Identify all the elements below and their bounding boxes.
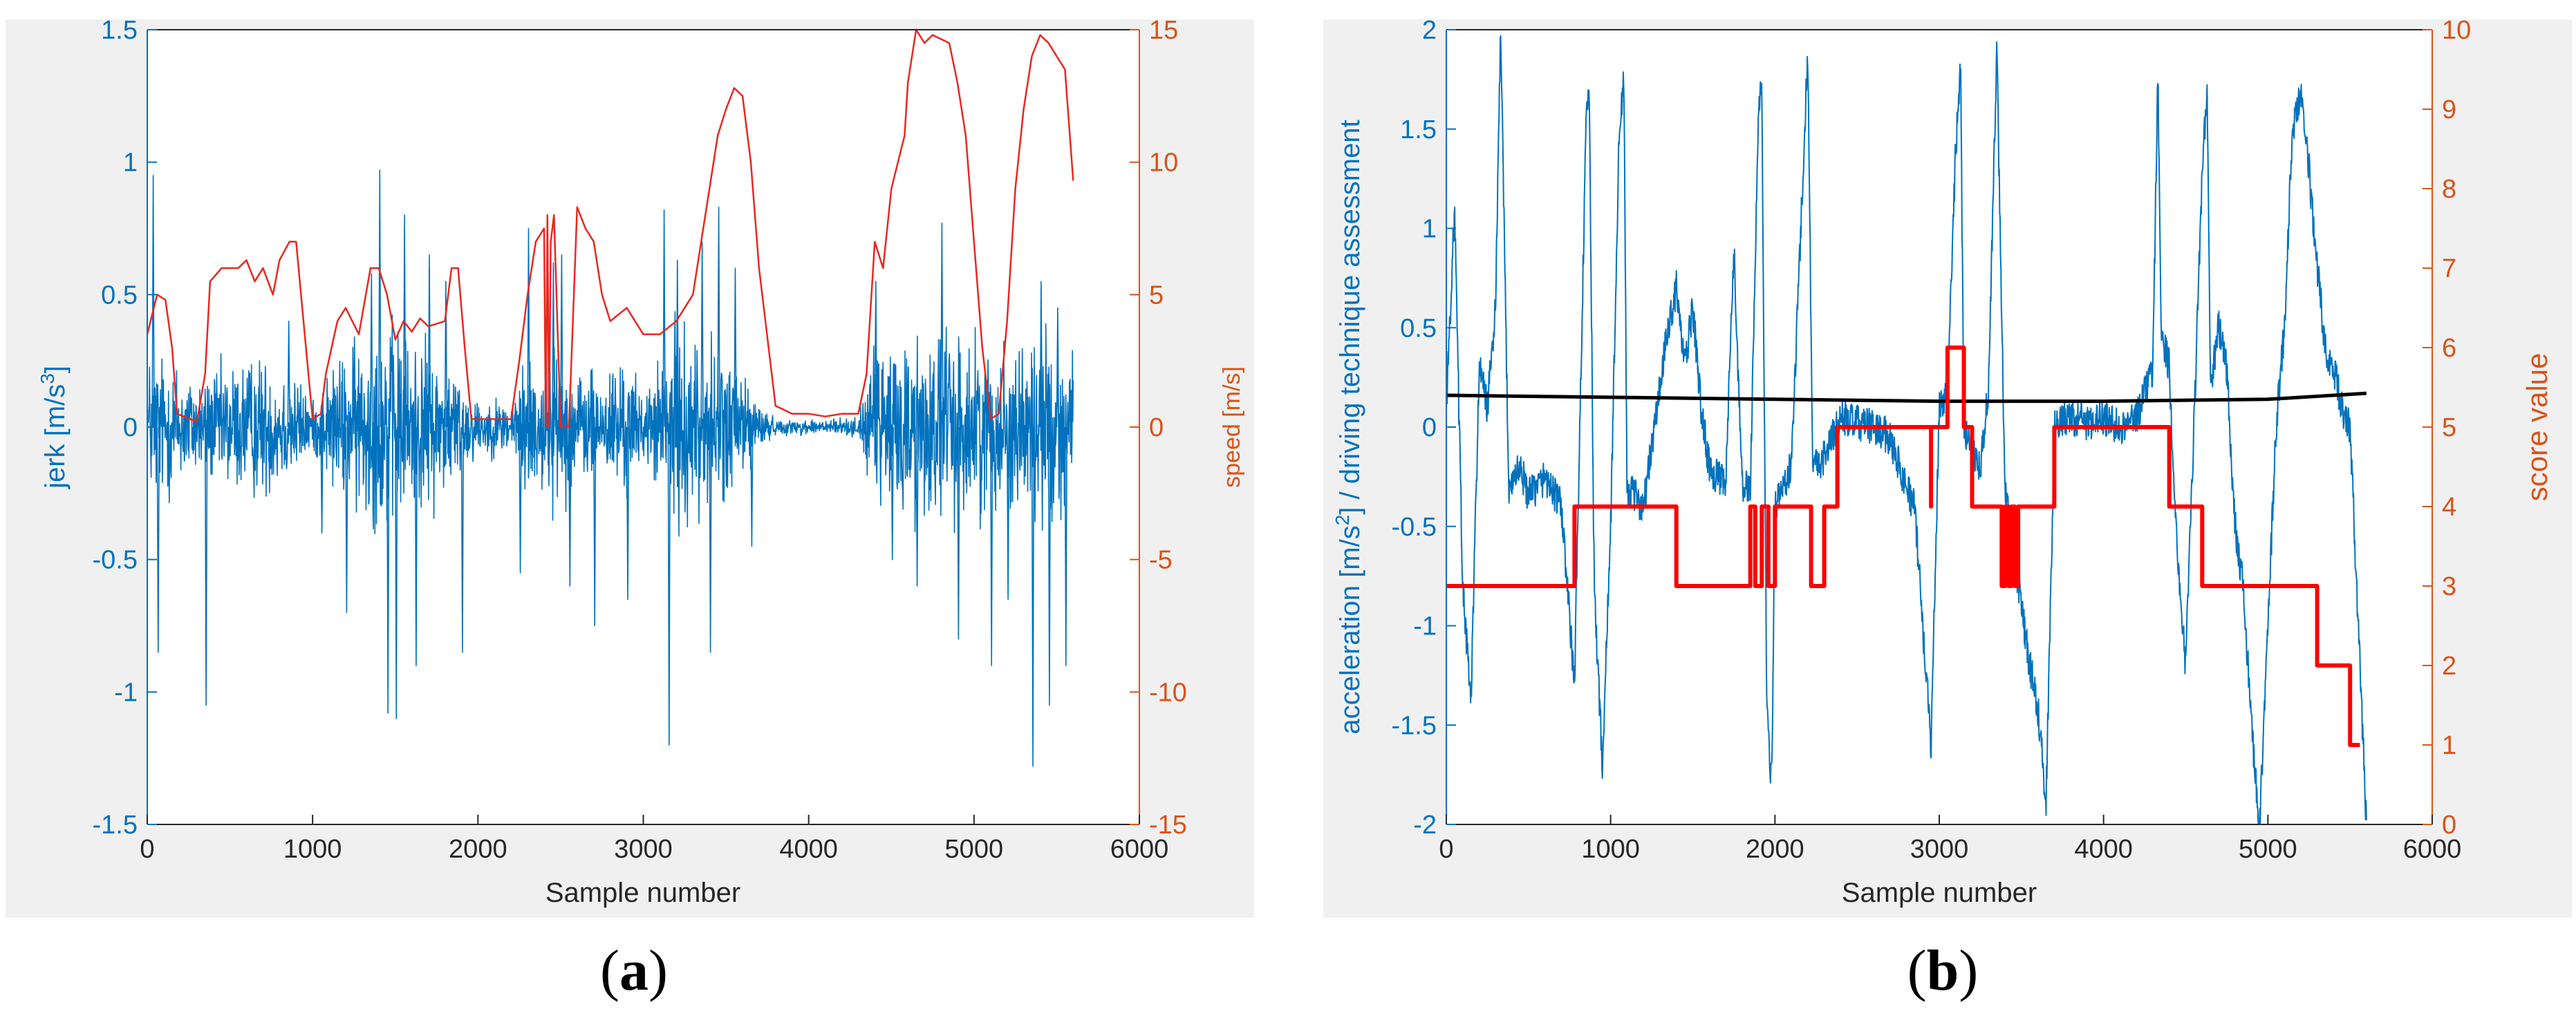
y-tick-label-right: 10 xyxy=(2442,19,2471,45)
y-tick-label-right: 10 xyxy=(1149,149,1178,178)
y-tick-label-right: 2 xyxy=(2442,652,2456,681)
x-tick-label: 1000 xyxy=(1581,835,1640,864)
y-label-left-a-sup: 3 xyxy=(37,373,58,384)
y-label-left-a-post: ] xyxy=(40,366,71,373)
caption-a-label: a xyxy=(619,938,648,1003)
chart-panel-a: 0 1000 2000 3000 4000 5000 6000 1.5 1 0.5 0 -0.5 -1 -… xyxy=(6,19,1254,918)
series-line-score-value xyxy=(1446,346,2360,747)
x-tick-label: 3000 xyxy=(614,835,673,864)
caption-a: (a) xyxy=(600,938,668,1003)
x-tick-label: 4000 xyxy=(779,835,838,864)
y-tick-label-right: -10 xyxy=(1149,678,1187,707)
y-tick-label-left: -1 xyxy=(114,678,138,707)
caption-b-label: b xyxy=(1926,938,1959,1003)
y-tick-label-right: 3 xyxy=(2442,572,2456,601)
y-tick-label-right: 15 xyxy=(1149,19,1178,45)
y-tick-label-left: 1.5 xyxy=(1400,115,1437,144)
y-tick-label-right: 4 xyxy=(2442,493,2456,522)
y-tick-label-right: 8 xyxy=(2442,175,2456,204)
x-tick-label: 6000 xyxy=(2403,835,2462,864)
y-tick-label-left: -2 xyxy=(1413,811,1437,840)
y-tick-label-right: 6 xyxy=(2442,334,2456,363)
y-tick-label-right: 5 xyxy=(2442,413,2456,442)
y-label-left-b-sup: 2 xyxy=(1332,515,1353,526)
chart-panel-b: 0 1000 2000 3000 4000 5000 6000 2 1.5 1 0.5 0 -0.5 -1… xyxy=(1323,19,2572,918)
caption-b: (b) xyxy=(1907,938,1979,1003)
y-tick-label-left: 0.5 xyxy=(101,281,138,310)
chart-a-svg: 0 1000 2000 3000 4000 5000 6000 1.5 1 0.5 0 -0.5 -1 -… xyxy=(37,19,1246,908)
y-tick-label-right: 5 xyxy=(1149,281,1164,310)
x-tick-label: 5000 xyxy=(2239,835,2297,864)
y-tick-label-right: -5 xyxy=(1149,546,1173,575)
series-line-speed xyxy=(146,28,1074,428)
y-axis-label-right-a: speed [m/s] xyxy=(1219,366,1245,488)
y-tick-label-left: -1.5 xyxy=(93,811,138,840)
x-tick-label: 1000 xyxy=(283,835,342,864)
y-tick-label-left: -1 xyxy=(1413,612,1437,641)
y-tick-label-right: 0 xyxy=(2442,811,2456,840)
y-tick-label-right: 7 xyxy=(2442,254,2456,283)
y-axis-label-left-a: jerk [m/s3] xyxy=(37,366,71,489)
y-tick-label-right: 1 xyxy=(2442,731,2456,760)
chart-b-svg: 0 1000 2000 3000 4000 5000 6000 2 1.5 1 0.5 0 -0.5 -1… xyxy=(1332,19,2554,908)
x-tick-label: 6000 xyxy=(1110,835,1169,864)
y-tick-label-left: 1 xyxy=(1422,215,1437,244)
y-label-left-b-post: ] / driving technique assessment xyxy=(1335,120,1365,514)
y-tick-label-right: -15 xyxy=(1149,811,1187,840)
y-tick-label-left: 2 xyxy=(1422,19,1437,45)
y-label-left-a-pre: jerk [m/s xyxy=(40,384,71,489)
y-tick-label-left: 1 xyxy=(123,149,138,178)
y-tick-label-left: 0 xyxy=(1422,413,1437,442)
x-axis-label-a: Sample number xyxy=(545,878,740,908)
series-line-acceleration xyxy=(1446,35,2367,825)
y-tick-label-right: 9 xyxy=(2442,95,2456,124)
x-tick-label: 2000 xyxy=(1746,835,1804,864)
y-tick-label-left: 1.5 xyxy=(101,19,138,45)
x-tick-label: 0 xyxy=(140,835,154,864)
y-tick-label-left: -1.5 xyxy=(1392,711,1437,740)
series-line-driving-technique-assessment xyxy=(1446,391,2367,404)
y-tick-label-left: 0.5 xyxy=(1400,314,1437,343)
series-line-jerk xyxy=(147,169,1074,767)
x-axis-label-b: Sample number xyxy=(1842,878,2037,908)
y-tick-label-right: 0 xyxy=(1149,413,1164,442)
x-tick-label: 5000 xyxy=(945,835,1004,864)
x-tick-label: 4000 xyxy=(2074,835,2133,864)
y-axis-label-right-b: score value xyxy=(2521,353,2553,502)
x-tick-label: 2000 xyxy=(449,835,507,864)
y-tick-label-left: -0.5 xyxy=(1392,513,1437,542)
x-tick-label: 0 xyxy=(1439,835,1453,864)
x-tick-label: 3000 xyxy=(1910,835,1969,864)
y-tick-label-left: -0.5 xyxy=(93,546,138,575)
y-label-left-b-pre: acceleration [m/s xyxy=(1335,525,1365,734)
y-tick-label-left: 0 xyxy=(123,413,138,442)
y-axis-label-left-b: acceleration [m/s2] / driving technique … xyxy=(1332,120,1366,734)
